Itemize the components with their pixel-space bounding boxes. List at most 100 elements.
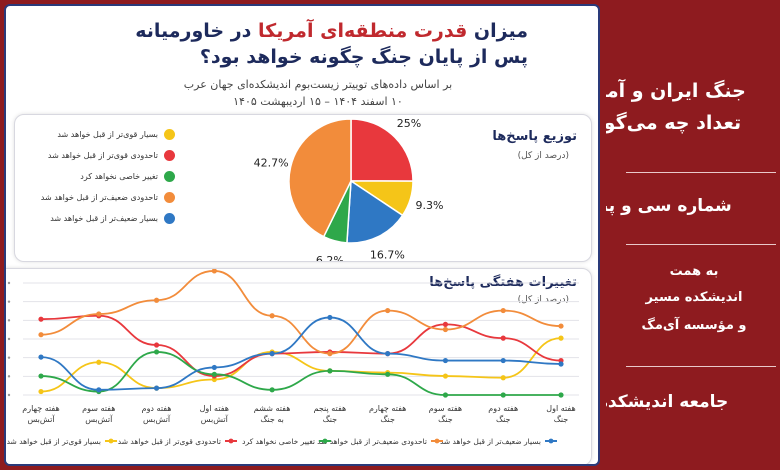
sidebar-title-line1: جنگ ایران و آمریکا؛: [606, 80, 746, 102]
y-tick-dot: [7, 337, 11, 341]
x-tick-line: هفته ششم: [254, 404, 291, 413]
data-point: [38, 332, 44, 338]
data-point: [153, 385, 160, 391]
data-point: [500, 357, 506, 364]
legend-swatch: [164, 129, 175, 140]
pie-legend-item: تغییر خاصی نخواهد کرد: [35, 171, 175, 182]
data-point: [269, 351, 275, 357]
sidebar-footer: جامعه اندیشکده‌ها: [606, 392, 729, 412]
legend-swatch-dot: [322, 438, 328, 444]
line-legend-label: بسیار ضعیف‌تر از قبل خواهد شد: [440, 437, 541, 446]
pie-value-label: 6.2%: [316, 254, 344, 261]
x-tick-label: هفته اول آتش‌بس: [200, 404, 229, 424]
line-subtitle: (درصد از کل): [517, 295, 569, 305]
x-tick-line: هفته چهارم: [22, 404, 59, 413]
data-point: [153, 297, 160, 303]
pie-title: توزیع پاسخ‌ها: [492, 129, 577, 144]
series-line: [40, 337, 562, 393]
x-tick-line: آتش‌بس: [27, 414, 55, 424]
data-point: [558, 323, 564, 329]
y-tick-dot: [7, 393, 11, 397]
pie-panel: توزیع پاسخ‌ها (درصد از کل) بسیار قوی‌تر …: [14, 114, 592, 262]
title-line2: پس از پایان جنگ چگونه خواهد بود؟: [199, 46, 528, 68]
data-point: [327, 314, 333, 321]
x-tick-label: هفته چهارم آتش‌بس: [22, 404, 59, 424]
legend-label: تاحدودی ضعیف‌تر از قبل خواهد شد: [40, 193, 158, 202]
sidebar-divider: [626, 244, 776, 245]
line-legend-label: تاحدودی قوی‌تر از قبل خواهد شد: [118, 437, 221, 446]
x-tick-label: هفته دوم آتش‌بس: [142, 404, 172, 424]
legend-swatch-dot: [228, 438, 234, 444]
x-tick-line: جنگ: [380, 414, 395, 424]
y-tick-dot: [7, 375, 11, 378]
line-legend-label: تغییر خاصی نخواهد کرد: [242, 437, 315, 446]
data-point: [442, 321, 449, 327]
pie-chart: 25% 9.3% 16.7% 6.2% 42.7%: [254, 117, 444, 261]
x-tick-label: هفته دوم جنگ: [488, 404, 518, 424]
x-tick-label: هفته ششم به جنگ: [254, 404, 291, 424]
pie-legend-item: تاحدودی قوی‌تر از قبل خواهد شد: [35, 150, 175, 161]
data-point: [269, 313, 275, 319]
data-point: [327, 351, 333, 357]
data-point: [327, 368, 333, 374]
data-point: [442, 373, 449, 379]
data-point: [442, 392, 449, 398]
x-tick-line: هفته دوم: [142, 404, 172, 413]
x-tick-line: هفته سوم: [82, 404, 115, 413]
subtitle-line2: ۱۰ اسفند ۱۴۰۴ – ۱۵ اردیبهشت ۱۴۰۵: [233, 95, 403, 108]
data-point: [153, 349, 160, 355]
pie-legend-item: تاحدودی ضعیف‌تر از قبل خواهد شد: [35, 192, 175, 203]
pie-slice: [346, 179, 404, 244]
title-part2: در خاورمیانه: [135, 20, 252, 42]
pie-slice: [288, 118, 352, 238]
data-point: [96, 311, 102, 317]
data-point: [500, 375, 506, 381]
pie-legend-item: بسیار ضعیف‌تر از قبل خواهد شد: [35, 213, 175, 224]
x-tick-line: هفته سوم: [429, 404, 462, 413]
data-point: [558, 361, 564, 367]
x-tick-label: هفته سوم جنگ: [429, 404, 462, 424]
data-point: [385, 307, 391, 314]
page-title: میزان قدرت منطقه‌ای آمریکا در خاورمیانه …: [108, 18, 528, 70]
legend-swatch: [164, 213, 175, 224]
x-tick-line: جنگ: [496, 414, 511, 424]
pie-slice: [350, 118, 414, 182]
data-point: [269, 387, 275, 393]
pie-legend-item: بسیار قوی‌تر از قبل خواهد شد: [35, 129, 175, 140]
y-tick-dot: [7, 356, 11, 359]
sidebar-org2: و مؤسسه آی‌مگ: [641, 318, 747, 333]
series-line: [40, 316, 562, 391]
data-point: [211, 269, 217, 274]
line-panel: تغییرات هفتگی پاسخ‌ها (درصد از کل) هفته …: [6, 268, 592, 464]
y-tick-dot: [7, 300, 11, 303]
x-tick-line: هفته اول: [200, 404, 229, 413]
data-point: [442, 326, 449, 333]
sidebar-by: به همت: [669, 264, 719, 279]
legend-swatch-dot: [548, 438, 554, 444]
pie-value-label: 9.3%: [416, 199, 444, 212]
data-point: [500, 335, 506, 341]
sidebar-org1: اندیشکده مسیر: [645, 290, 743, 305]
x-tick-label: هفته چهارم جنگ: [369, 404, 406, 424]
data-point: [153, 342, 160, 348]
x-tick-line: آتش‌بس: [201, 414, 229, 424]
subtitle-line1: بر اساس داده‌های توییتر زیست‌بوم اندیشکد…: [183, 78, 453, 91]
legend-label: تاحدودی قوی‌تر از قبل خواهد شد: [47, 151, 158, 160]
pie-value-label: 25%: [397, 117, 421, 130]
data-point: [38, 354, 44, 360]
x-tick-label: هفته اول جنگ: [546, 404, 575, 424]
data-point: [500, 307, 506, 314]
series-line: [40, 270, 562, 355]
line-legend-label: بسیار قوی‌تر از قبل خواهد شد: [7, 437, 101, 446]
data-point: [385, 371, 391, 377]
title-highlight: قدرت منطقه‌ای آمریکا: [258, 20, 468, 42]
data-point: [442, 357, 449, 364]
data-point: [211, 364, 217, 371]
data-point: [96, 359, 102, 365]
data-point: [38, 388, 44, 395]
data-point: [385, 351, 391, 357]
x-tick-line: هفته پنجم: [314, 404, 347, 413]
y-tick-dot: [7, 319, 11, 322]
pie-subtitle: (درصد از کل): [517, 151, 569, 161]
legend-swatch: [164, 150, 175, 161]
